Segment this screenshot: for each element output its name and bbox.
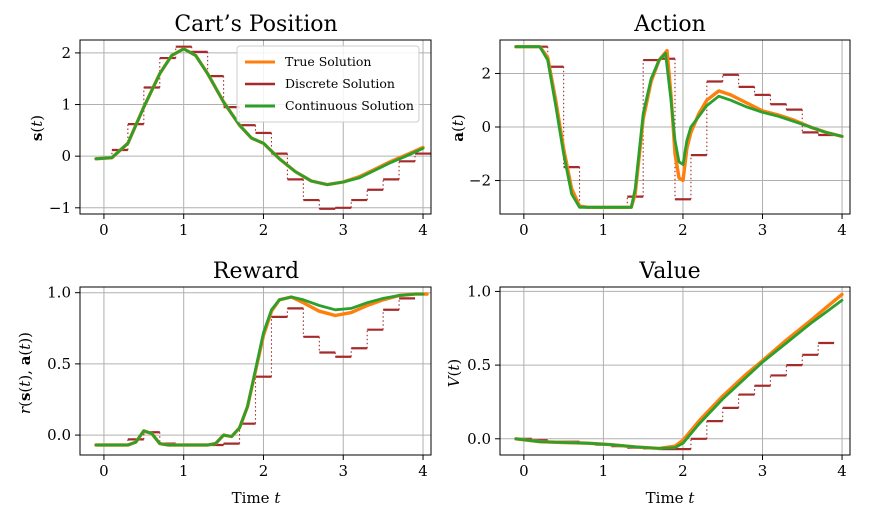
legend-label-discrete: Discrete Solution [285,76,395,91]
y-tick-label: 1 [61,96,71,114]
x-tick-label: 3 [338,462,348,480]
x-tick-label: 0 [519,221,529,239]
y-tick-label: −1 [49,199,71,217]
x-tick-label: 3 [758,462,768,480]
y-axis-label: a(t) [449,114,467,141]
x-tick-label: 1 [599,221,609,239]
panel-title: Cart’s Position [174,12,337,37]
plot-area [514,45,844,210]
axes-frame [79,39,432,215]
x-tick-label: 3 [758,221,768,239]
legend: True Solution Discrete Solution Continuo… [236,45,420,123]
x-tick-label: 2 [678,221,688,239]
grid [80,287,431,455]
x-axis-label: Time t [646,489,696,507]
plot-area [94,292,429,447]
x-tick-label: 3 [338,221,348,239]
x-tick-label: 4 [837,462,847,480]
y-tick-label: 1.0 [47,284,71,302]
panel-action: Action 0 1 2 3 4 −2 0 2 a(t) [449,12,851,239]
x-tick-label: 2 [678,462,688,480]
continuous-solution-line [514,45,844,209]
x-tick-label: 2 [259,221,269,239]
x-tick-label: 1 [179,221,189,239]
axes-frame [79,286,432,456]
ticks: 0 1 2 3 4 0.0 0.5 1.0 [467,282,847,480]
panel-value: Value 0 1 2 3 4 0.0 0.5 1.0 V(t) Time t [445,259,851,507]
x-tick-label: 4 [418,462,428,480]
y-tick-label: 2 [481,64,491,82]
y-tick-label: 0.0 [467,430,491,448]
y-tick-label: 1.0 [467,282,491,300]
y-axis-label: V(t) [445,359,463,388]
panel-title: Value [638,259,700,284]
true-solution-line [94,292,429,447]
plot-area [94,45,431,210]
x-tick-label: 0 [99,221,109,239]
panel-title: Reward [213,259,299,284]
x-tick-label: 4 [837,221,847,239]
continuous-solution-line [514,298,844,450]
x-tick-label: 4 [418,221,428,239]
panel-title: Action [633,12,706,37]
grid [500,287,850,455]
panel-reward: Reward 0 1 2 3 4 0.0 0.5 1.0 r(s(t), a(t)) Time… [16,259,432,507]
y-tick-label: 0.5 [47,355,71,373]
y-axis-label: s(t) [28,115,46,141]
ticks: 0 1 2 3 4 0.0 0.5 1.0 [47,284,428,480]
ticks: 0 1 2 3 4 −2 0 2 [469,64,847,239]
legend-label-true: True Solution [285,54,371,69]
y-tick-label: 0.0 [47,426,71,444]
x-tick-label: 1 [179,462,189,480]
panel-position: Cart’s Position 0 1 2 3 4 −1 0 1 2 s(t) True Sol… [28,12,432,239]
x-tick-label: 0 [99,462,109,480]
y-axis-label: r(s(t), a(t)) [16,332,34,414]
x-axis-label: Time t [232,489,282,507]
continuous-solution-line [94,292,425,447]
plot-area [514,292,844,451]
y-tick-label: −2 [469,172,491,190]
legend-box [236,45,420,123]
legend-label-continuous: Continuous Solution [285,98,414,113]
y-tick-label: 2 [61,44,71,62]
x-tick-label: 1 [599,462,609,480]
true-solution-line [514,292,844,451]
x-tick-label: 2 [259,462,269,480]
continuous-solution-line [94,47,425,187]
x-tick-label: 0 [519,462,529,480]
y-tick-label: 0 [61,147,71,165]
ticks: 0 1 2 3 4 −1 0 1 2 [49,44,428,239]
axes-frame [499,286,851,456]
y-tick-label: 0 [481,118,491,136]
y-tick-label: 0.5 [467,356,491,374]
